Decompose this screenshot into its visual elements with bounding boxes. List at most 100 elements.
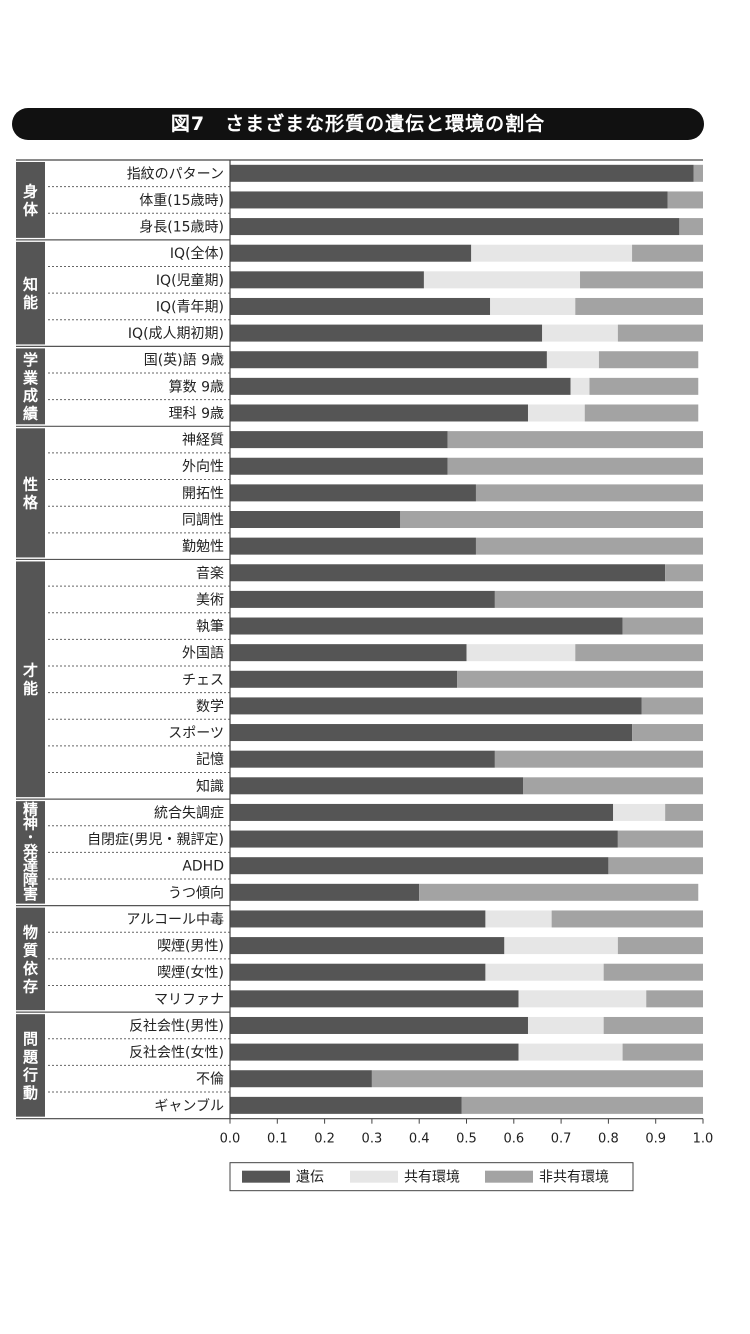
bar-shared <box>570 377 590 395</box>
row-label: 知識 <box>196 778 224 795</box>
bar-nonshared <box>622 617 703 635</box>
bar-shared <box>485 910 552 928</box>
row-label: スポーツ <box>168 726 224 742</box>
bar-nonshared <box>641 697 703 715</box>
bar-shared <box>613 803 666 821</box>
x-tick-label: 0.6 <box>503 1132 524 1147</box>
row-label: 身長(15歳時) <box>139 220 224 236</box>
bar-nonshared <box>494 590 703 608</box>
bar-nonshared <box>589 377 699 395</box>
bar-genetic <box>230 377 571 395</box>
x-tick-label: 0.3 <box>362 1132 383 1147</box>
bar-genetic <box>230 484 476 502</box>
group-label-box <box>16 241 45 345</box>
group-label-box <box>16 1014 45 1117</box>
bar-shared <box>423 271 581 289</box>
bar-genetic <box>230 1096 462 1114</box>
group-label-box <box>16 348 45 425</box>
bar-genetic <box>230 351 547 369</box>
bar-nonshared <box>551 910 703 928</box>
bar-genetic <box>230 697 642 715</box>
x-tick-label: 0.9 <box>645 1132 666 1147</box>
bar-nonshared <box>679 218 703 236</box>
x-tick-label: 1.0 <box>693 1132 714 1147</box>
row-label: うつ傾向 <box>168 885 224 901</box>
row-label: 数学 <box>196 699 224 715</box>
bar-nonshared <box>523 777 703 795</box>
bar-nonshared <box>603 963 703 981</box>
bar-genetic <box>230 404 528 422</box>
bar-genetic <box>230 963 486 981</box>
bar-nonshared <box>584 404 699 422</box>
row-label: 不倫 <box>196 1072 224 1088</box>
row-label: 外国語 <box>182 646 224 662</box>
bar-nonshared <box>447 431 703 449</box>
bar-nonshared <box>665 564 703 582</box>
bar-genetic <box>230 164 694 182</box>
bar-genetic <box>230 511 401 529</box>
bar-genetic <box>230 857 609 875</box>
bar-shared <box>471 244 633 262</box>
bar-genetic <box>230 990 519 1008</box>
bar-nonshared <box>598 351 699 369</box>
bar-nonshared <box>580 271 703 289</box>
bar-genetic <box>230 670 458 688</box>
row-label: IQ(児童期) <box>156 272 224 289</box>
group-label: 性格 <box>23 475 39 511</box>
group-label-box <box>16 561 45 798</box>
bar-shared <box>490 297 576 315</box>
row-label: 開拓性 <box>182 486 224 502</box>
bar-genetic <box>230 1043 519 1061</box>
bar-nonshared <box>632 724 703 742</box>
bar-genetic <box>230 750 495 768</box>
bar-nonshared <box>475 537 703 555</box>
bar-nonshared <box>400 511 703 529</box>
group-label: 才能 <box>23 662 38 698</box>
bar-genetic <box>230 271 424 289</box>
group-label: 物質依存 <box>23 923 39 995</box>
bar-genetic <box>230 777 524 795</box>
row-label: チェス <box>182 672 224 688</box>
bar-genetic <box>230 297 491 315</box>
bar-genetic <box>230 883 420 901</box>
bar-nonshared <box>447 457 703 475</box>
row-label: ギャンブル <box>154 1097 224 1114</box>
row-label: 喫煙(女性) <box>157 964 224 981</box>
row-label: 音楽 <box>196 565 224 582</box>
bar-nonshared <box>461 1096 703 1114</box>
chart-title: 図7 さまざまな形質の遺伝と環境の割合 <box>12 108 704 140</box>
bar-nonshared <box>575 297 703 315</box>
bar-nonshared <box>665 803 703 821</box>
row-label: 喫煙(男性) <box>157 939 224 955</box>
bar-nonshared <box>603 1016 703 1034</box>
bar-genetic <box>230 644 467 662</box>
bar-shared <box>527 1016 604 1034</box>
row-label: IQ(成人期初期) <box>128 325 224 342</box>
bar-nonshared <box>617 324 703 342</box>
row-label: 算数 9歳 <box>169 379 224 395</box>
group-label-box <box>16 162 45 238</box>
group-label: 学業成績 <box>22 351 39 423</box>
bar-nonshared <box>693 164 703 182</box>
bar-genetic <box>230 724 633 742</box>
bar-genetic <box>230 244 472 262</box>
x-tick-label: 0.4 <box>409 1132 430 1147</box>
bar-nonshared <box>419 883 699 901</box>
row-label: 理科 9歳 <box>169 406 224 422</box>
row-label: IQ(青年期) <box>156 299 224 315</box>
row-label: 美術 <box>196 592 224 608</box>
row-label: 指紋のパターン <box>127 166 224 182</box>
row-label: 反社会性(女性) <box>129 1044 224 1061</box>
x-tick-label: 0.0 <box>220 1132 241 1147</box>
group-label: 精神･発達障害 <box>22 800 39 902</box>
bar-shared <box>504 937 618 955</box>
bar-genetic <box>230 324 543 342</box>
row-label: 勤勉性 <box>182 539 224 555</box>
bar-genetic <box>230 1070 372 1088</box>
bar-genetic <box>230 590 495 608</box>
bar-shared <box>527 404 585 422</box>
bar-genetic <box>230 191 668 209</box>
bar-shared <box>542 324 618 342</box>
x-tick-label: 0.8 <box>598 1132 619 1147</box>
row-label: 自閉症(男児・親評定) <box>87 832 224 848</box>
